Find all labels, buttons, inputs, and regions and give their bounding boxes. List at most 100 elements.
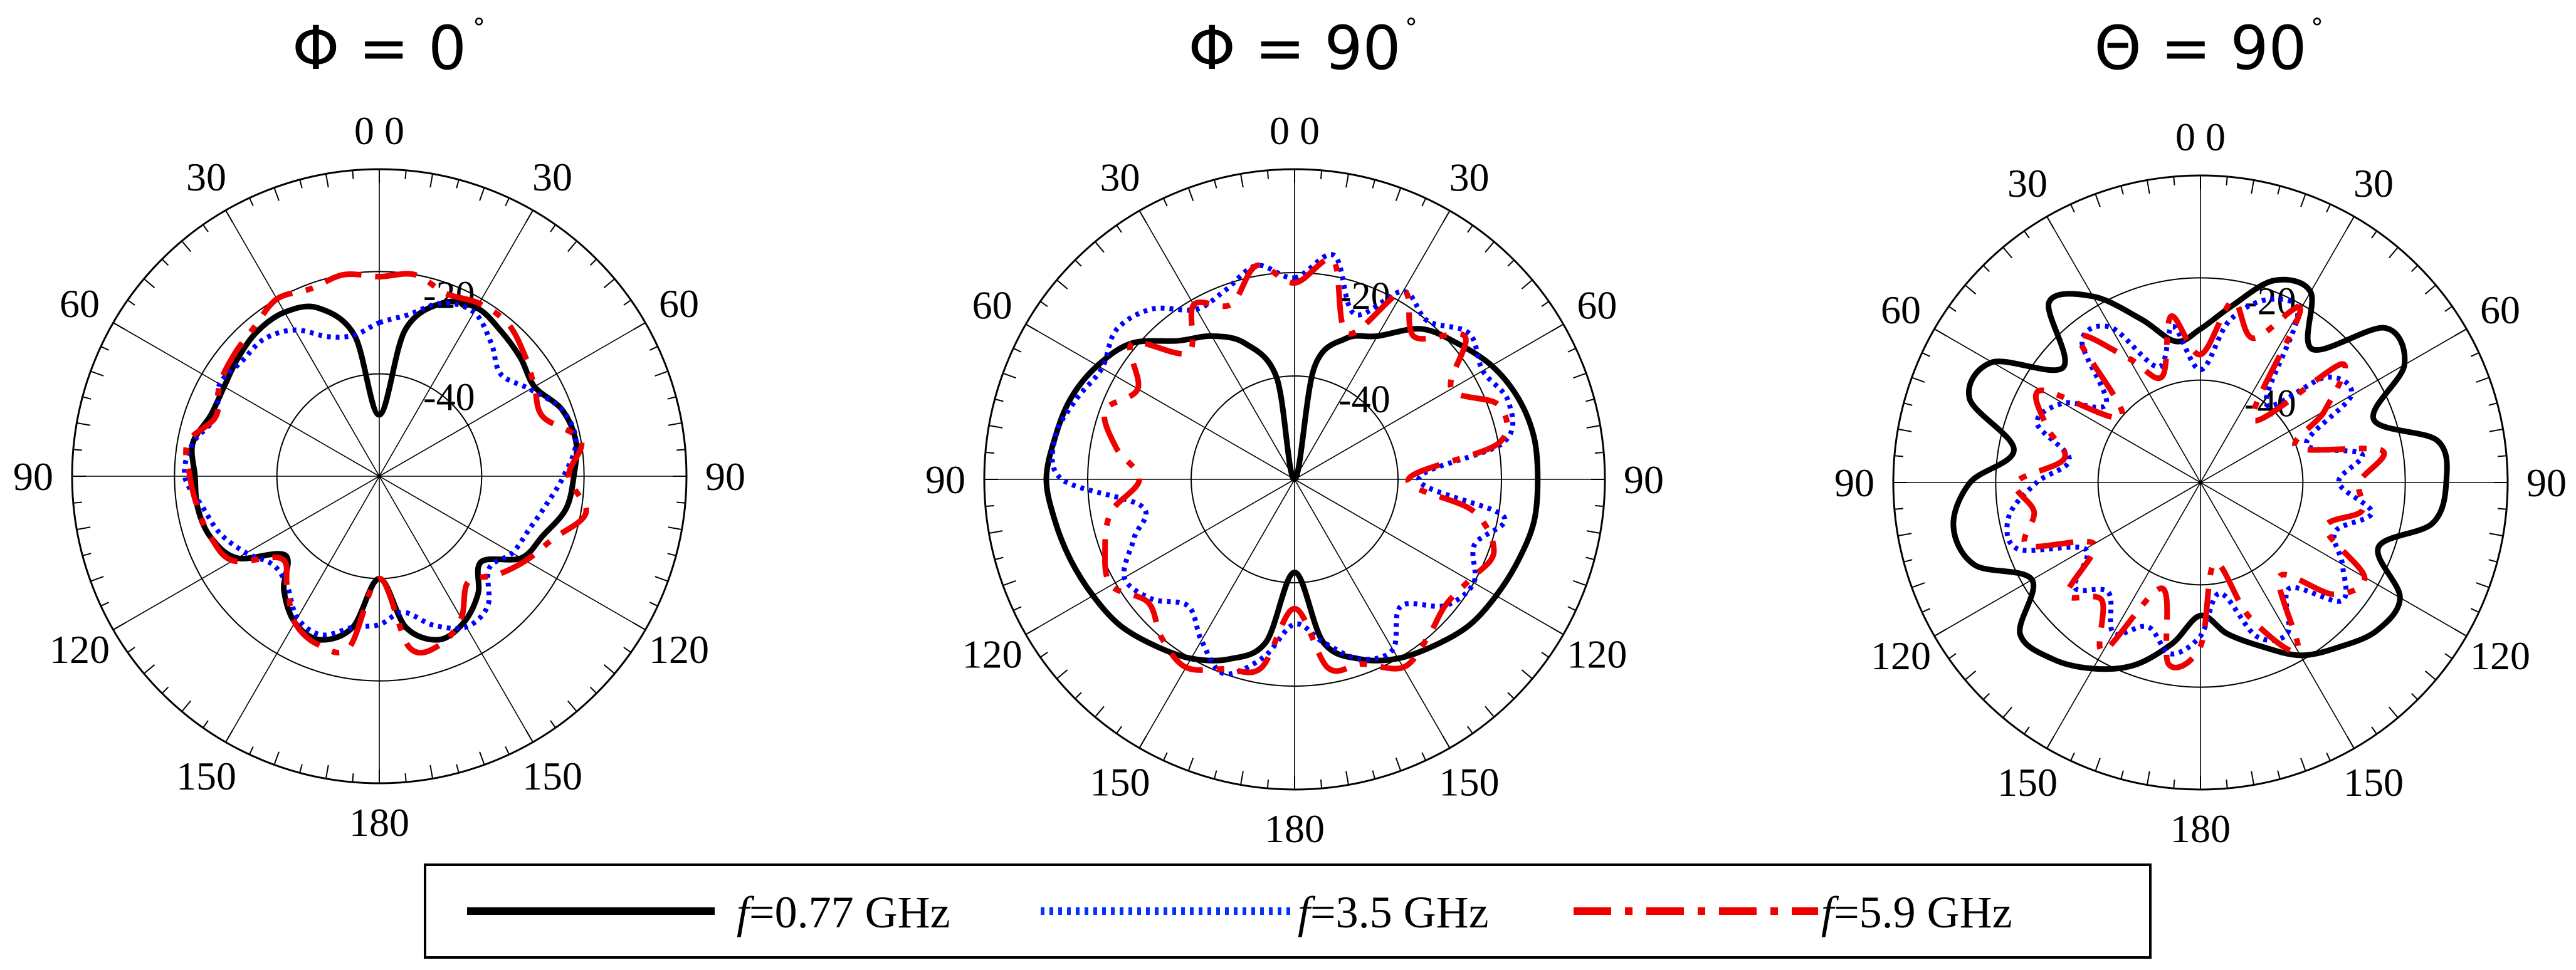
- tick-260: [989, 530, 1003, 534]
- angle-label-9: 150: [1439, 759, 1500, 804]
- chart-title-0: Φ = 0: [292, 13, 466, 83]
- tick-335: [249, 197, 254, 207]
- tick-145: [2371, 726, 2377, 734]
- tick-110: [2476, 582, 2489, 588]
- tick-15: [456, 179, 460, 189]
- tick-105: [1585, 556, 1595, 561]
- tick-120: [1551, 627, 1564, 635]
- series-line-0: [1043, 326, 1541, 664]
- tick-235: [1039, 652, 1048, 658]
- chart-title-2: Θ = 90: [2094, 13, 2306, 83]
- angle-label-3: 60: [659, 281, 699, 326]
- tick-250: [90, 576, 104, 582]
- grid-spoke-30: [379, 210, 534, 477]
- tick-115: [1567, 606, 1577, 612]
- angle-label-6: 90: [13, 454, 53, 499]
- tick-65: [649, 346, 658, 351]
- tick-5: [2226, 176, 2228, 185]
- grid-spoke-120: [2200, 482, 2467, 637]
- tick-235: [127, 647, 135, 653]
- tick-25: [2326, 204, 2331, 213]
- tick-245: [100, 602, 110, 607]
- tick-275: [985, 451, 994, 454]
- tick-175: [2226, 780, 2228, 789]
- grid-spoke-240: [1934, 482, 2201, 637]
- polar-chart-0: Φ = 0 °0 0303060609090120120150150180-20-…: [13, 13, 745, 845]
- angle-label-9: 150: [522, 754, 582, 798]
- legend-label-2: f=5.9 GHz: [1821, 887, 2012, 937]
- legend-text-1: =3.5 GHz: [1310, 887, 1489, 937]
- grid-spoke-210: [2046, 482, 2201, 749]
- tick-160: [479, 751, 485, 765]
- tick-200: [2095, 758, 2101, 771]
- grid-spoke-210: [225, 476, 380, 743]
- tick-335: [2070, 204, 2075, 213]
- tick-205: [249, 746, 254, 755]
- tick-155: [2326, 752, 2331, 761]
- tick-145: [1467, 726, 1473, 734]
- tick-195: [1213, 770, 1217, 780]
- tick-295: [1012, 347, 1022, 353]
- grid-spoke-330: [1138, 210, 1295, 480]
- angle-label-2: 30: [186, 155, 226, 199]
- grid-spoke-150: [1294, 479, 1451, 749]
- tick-165: [2277, 770, 2281, 780]
- legend-text-2: =5.9 GHz: [1834, 887, 2012, 937]
- tick-210: [2046, 736, 2054, 749]
- tick-75: [1585, 398, 1595, 402]
- tick-130: [1521, 669, 1533, 679]
- angle-label-4: 60: [1881, 288, 1921, 332]
- tick-235: [1948, 653, 1957, 659]
- tick-190: [325, 764, 329, 779]
- tick-130: [603, 664, 616, 674]
- polar-plots: Φ = 0 °0 0303060609090120120150150180-20-…: [13, 13, 2567, 851]
- tick-5: [1320, 170, 1323, 179]
- grid-spoke-60: [379, 322, 646, 477]
- tick-40: [567, 240, 577, 253]
- tick-40: [1485, 241, 1495, 253]
- tick-55: [623, 300, 631, 306]
- tick-190: [1240, 771, 1244, 785]
- tick-305: [1039, 301, 1048, 307]
- tick-150: [2347, 736, 2355, 749]
- tick-190: [2146, 771, 2150, 785]
- tick-50: [1521, 279, 1533, 289]
- tick-170: [429, 764, 434, 779]
- tick-95: [2498, 508, 2507, 510]
- grid-spoke-150: [2200, 482, 2355, 749]
- tick-85: [1595, 451, 1604, 454]
- tick-215: [2024, 726, 2030, 734]
- angle-label-8: 120: [50, 627, 110, 672]
- tick-215: [1116, 726, 1122, 734]
- tick-10: [429, 174, 434, 188]
- angle-label-3: 60: [1577, 283, 1617, 328]
- tick-280: [76, 422, 91, 426]
- tick-55: [2444, 306, 2452, 312]
- legend: f=0.77 GHz f=3.5 GHz f=5.9 GHz: [424, 863, 2152, 959]
- tick-250: [1911, 582, 1925, 588]
- angle-label-11: 180: [1264, 806, 1325, 851]
- angle-label-1: 30: [532, 155, 572, 199]
- tick-290: [1911, 377, 1925, 383]
- tick-5: [404, 170, 407, 179]
- tick-275: [73, 449, 82, 451]
- tick-160: [2300, 758, 2306, 771]
- legend-text-0: =0.77 GHz: [749, 887, 950, 937]
- grid-spoke-30: [2200, 216, 2355, 483]
- legend-label-1: f=3.5 GHz: [1298, 887, 1489, 937]
- angle-label-0: 0 0: [354, 108, 404, 153]
- ring-label-1: -40: [423, 377, 475, 419]
- tick-125: [2444, 653, 2452, 659]
- tick-320: [181, 240, 191, 253]
- tick-210: [225, 729, 233, 743]
- tick-70: [655, 370, 668, 377]
- polar-chart-1: Φ = 90 °0 0303060609090120120150150180-20…: [925, 13, 1664, 851]
- angle-label-4: 60: [972, 283, 1012, 328]
- tick-110: [655, 576, 668, 582]
- tick-295: [100, 346, 110, 351]
- tick-170: [2251, 771, 2255, 785]
- tick-65: [2470, 352, 2479, 357]
- angle-label-8: 120: [1871, 634, 1931, 678]
- tick-255: [1903, 559, 1913, 563]
- angle-label-6: 90: [1834, 461, 1874, 505]
